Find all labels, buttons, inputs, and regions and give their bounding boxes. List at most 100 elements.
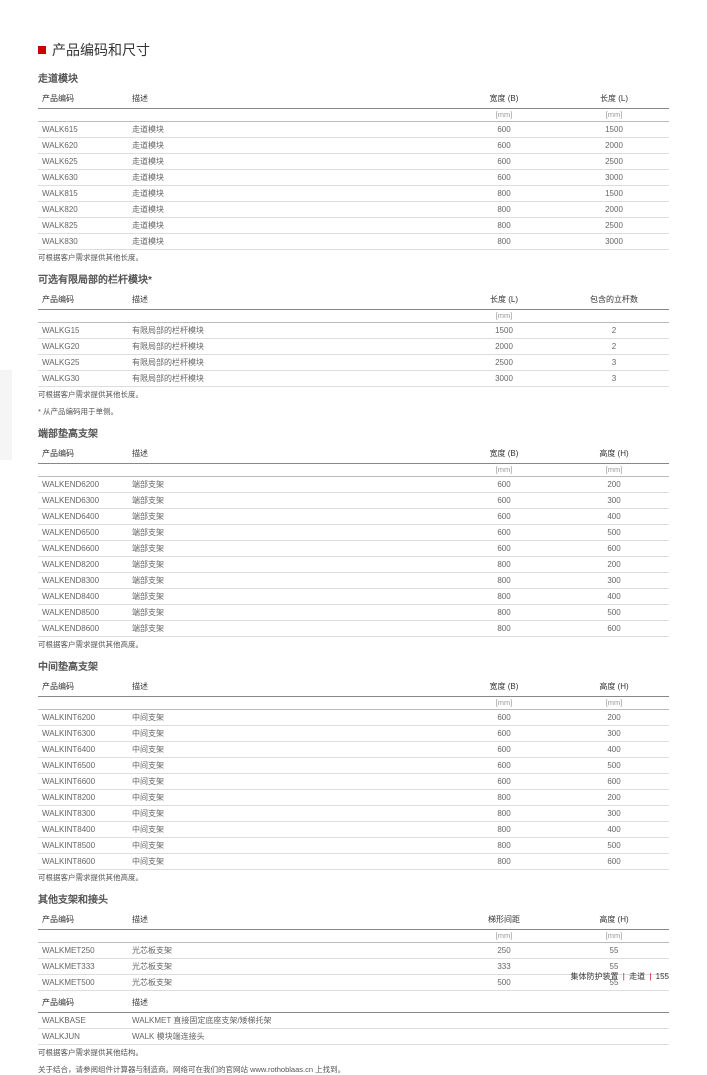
col-header: 高度 (H) [559, 444, 669, 464]
col-unit [128, 697, 449, 710]
col-unit: [mm] [559, 464, 669, 477]
table-cell: 光芯板支架 [128, 959, 449, 975]
table-cell: 300 [559, 726, 669, 742]
table-cell: 600 [449, 726, 559, 742]
table-cell: WALKINT6600 [38, 774, 128, 790]
table-cell: 2000 [559, 202, 669, 218]
table-cell: 端部支架 [128, 493, 449, 509]
table-cell: WALKINT8400 [38, 822, 128, 838]
table-cell: 中间支架 [128, 806, 449, 822]
table-cell: WALK815 [38, 186, 128, 202]
table-cell: 800 [449, 822, 559, 838]
table-row: WALKBASEWALKMET 直接固定底座支架/矮梯托架 [38, 1013, 669, 1029]
table-cell: 600 [449, 541, 559, 557]
table-cell: 走道模块 [128, 154, 449, 170]
table-cell: 400 [559, 509, 669, 525]
table-row: WALKINT8300中间支架800300 [38, 806, 669, 822]
table-cell: WALKBASE [38, 1013, 128, 1029]
col-header: 描述 [128, 444, 449, 464]
col-header: 产品编码 [38, 993, 128, 1013]
table-cell: WALK620 [38, 138, 128, 154]
table-cell: 800 [449, 806, 559, 822]
table-cell: 中间支架 [128, 838, 449, 854]
table-cell: 有限局部的栏杆模块 [128, 339, 449, 355]
table-row: WALK625走道模块6002500 [38, 154, 669, 170]
col-unit [38, 697, 128, 710]
table-cell: WALK 模块端连接头 [128, 1029, 669, 1045]
table-row: WALK620走道模块6002000 [38, 138, 669, 154]
table-row: WALKINT6200中间支架600200 [38, 710, 669, 726]
table-note: 关于结合，请参阅组件计算器与制造商。网络可在我们的官网站 www.rothobl… [38, 1064, 669, 1075]
table-row: WALK630走道模块6003000 [38, 170, 669, 186]
col-header: 产品编码 [38, 89, 128, 109]
table-cell: 600 [449, 742, 559, 758]
table-row: WALK825走道模块8002500 [38, 218, 669, 234]
table-row: WALKG15有限局部的栏杆模块15002 [38, 323, 669, 339]
table-cell: 端部支架 [128, 509, 449, 525]
table-cell: 200 [559, 710, 669, 726]
table-row: WALKEND8500端部支架800500 [38, 605, 669, 621]
table-row: WALKEND6600端部支架600600 [38, 541, 669, 557]
col-unit [128, 310, 449, 323]
table-cell: 有限局部的栏杆模块 [128, 355, 449, 371]
page-footer: 集体防护装置 | 走道 | 155 [571, 971, 669, 982]
data-table: 产品编码描述WALKBASEWALKMET 直接固定底座支架/矮梯托架WALKJ… [38, 993, 669, 1045]
col-unit: [mm] [559, 109, 669, 122]
table-note: 可根据客户需求提供其他高度。 [38, 872, 669, 883]
data-table: 产品编码描述宽度 (B)长度 (L)[mm][mm]WALK615走道模块600… [38, 89, 669, 250]
table-cell: 2500 [559, 218, 669, 234]
section-title: 中间垫高支架 [38, 658, 669, 673]
col-header: 产品编码 [38, 677, 128, 697]
col-header: 宽度 (B) [449, 444, 559, 464]
table-note: 可根据客户需求提供其他高度。 [38, 639, 669, 650]
table-cell: 中间支架 [128, 710, 449, 726]
table-row: WALKJUNWALK 模块端连接头 [38, 1029, 669, 1045]
page-title-text: 产品编码和尺寸 [52, 40, 150, 60]
table-cell: 走道模块 [128, 218, 449, 234]
table-cell: 600 [449, 122, 559, 138]
table-cell: WALKEND8500 [38, 605, 128, 621]
table-cell: WALKEND8300 [38, 573, 128, 589]
table-row: WALKG30有限局部的栏杆模块30003 [38, 371, 669, 387]
table-row: WALKINT8400中间支架800400 [38, 822, 669, 838]
col-header: 梯形间距 [449, 910, 559, 930]
table-cell: 中间支架 [128, 790, 449, 806]
footer-sep-1: | [623, 972, 625, 981]
col-header: 产品编码 [38, 290, 128, 310]
table-row: WALKINT6400中间支架600400 [38, 742, 669, 758]
table-cell: WALK615 [38, 122, 128, 138]
table-cell: 500 [559, 838, 669, 854]
table-row: WALKEND8200端部支架800200 [38, 557, 669, 573]
table-cell: 走道模块 [128, 122, 449, 138]
table-row: WALK820走道模块8002000 [38, 202, 669, 218]
table-row: WALKEND6400端部支架600400 [38, 509, 669, 525]
table-cell: 500 [449, 975, 559, 991]
table-cell: WALKG20 [38, 339, 128, 355]
col-header: 描述 [128, 910, 449, 930]
table-row: WALKMET250光芯板支架25055 [38, 943, 669, 959]
table-cell: WALKEND6400 [38, 509, 128, 525]
col-unit [38, 109, 128, 122]
table-cell: 端部支架 [128, 541, 449, 557]
section-title: 其他支架和接头 [38, 891, 669, 906]
table-cell: 中间支架 [128, 742, 449, 758]
table-cell: WALKEND6600 [38, 541, 128, 557]
table-cell: 600 [449, 493, 559, 509]
table-cell: 3000 [449, 371, 559, 387]
col-unit: [mm] [449, 930, 559, 943]
table-cell: 300 [559, 493, 669, 509]
col-header: 描述 [128, 290, 449, 310]
table-cell: WALK825 [38, 218, 128, 234]
table-cell: 500 [559, 605, 669, 621]
table-row: WALKG25有限局部的栏杆模块25003 [38, 355, 669, 371]
section-title: 可选有限局部的栏杆模块* [38, 271, 669, 286]
table-cell: 500 [559, 525, 669, 541]
title-marker [38, 46, 46, 54]
col-header: 宽度 (B) [449, 89, 559, 109]
table-cell: 800 [449, 621, 559, 637]
footer-left: 集体防护装置 [571, 972, 619, 981]
table-row: WALK830走道模块8003000 [38, 234, 669, 250]
table-cell: WALKINT6200 [38, 710, 128, 726]
col-unit: [mm] [559, 930, 669, 943]
table-cell: WALKMET500 [38, 975, 128, 991]
